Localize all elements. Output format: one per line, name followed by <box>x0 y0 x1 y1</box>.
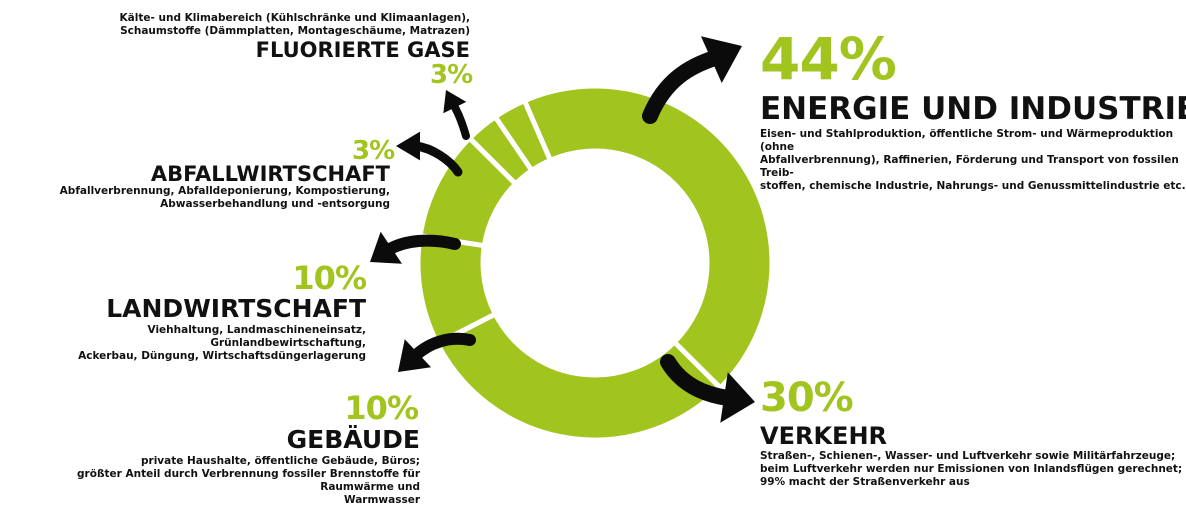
energie-title: ENERGIE UND INDUSTRIE <box>760 91 1186 127</box>
landwirtschaft-title: LANDWIRTSCHAFT <box>106 294 366 323</box>
slice-6 <box>491 97 554 174</box>
arrow-verkehr-head <box>720 372 755 423</box>
arrow-abfall-shaft <box>411 141 463 177</box>
verkehr-title: VERKEHR <box>760 422 888 450</box>
fluor-percent: 3% <box>430 60 473 90</box>
pointer-arrows <box>370 36 755 423</box>
verkehr-description: Straßen-, Schienen-, Wasser- und Luftver… <box>760 450 1183 488</box>
arrow-fluor-head <box>443 90 467 114</box>
gebaeude-description: private Haushalte, öffentliche Gebäude, … <box>77 455 420 506</box>
energie-percent: 44% <box>760 25 897 93</box>
arrow-energie-shaft <box>642 50 723 124</box>
landwirtschaft-percent: 10% <box>292 259 367 297</box>
arrow-gebaeude-shaft <box>409 332 476 362</box>
fluor-title: FLUORIERTE GASE <box>255 38 470 62</box>
donut-chart <box>370 36 775 443</box>
donut-slices <box>415 83 775 443</box>
gebaeude-percent: 10% <box>344 389 419 427</box>
abfall-title: ABFALLWIRTSCHAFT <box>150 162 390 186</box>
verkehr-percent: 30% <box>760 375 854 421</box>
abfall-percent: 3% <box>352 136 395 166</box>
energie-description: Eisen- und Stahlproduktion, öffentliche … <box>760 128 1186 192</box>
arrow-abfall-head <box>396 131 420 161</box>
arrow-fluor-shaft <box>449 100 470 140</box>
slice-2 <box>434 310 724 443</box>
arrow-verkehr-shaft <box>660 354 736 406</box>
arrow-gebaeude-head <box>398 339 432 372</box>
landwirtschaft-description: Viehhaltung, Landmaschineneinsatz, Grünl… <box>78 324 366 362</box>
abfall-description: Abfallverbrennung, Abfalldeponierung, Ko… <box>59 185 390 210</box>
slice-1 <box>521 83 775 392</box>
fluor-description: Kälte- und Klimabereich (Kühlschränke un… <box>119 12 470 37</box>
arrow-energie-head <box>700 36 742 84</box>
arrow-landwirtschaft-shaft <box>382 234 461 256</box>
arrow-landwirtschaft-head <box>370 231 402 264</box>
gebaeude-title: GEBÄUDE <box>286 425 420 454</box>
